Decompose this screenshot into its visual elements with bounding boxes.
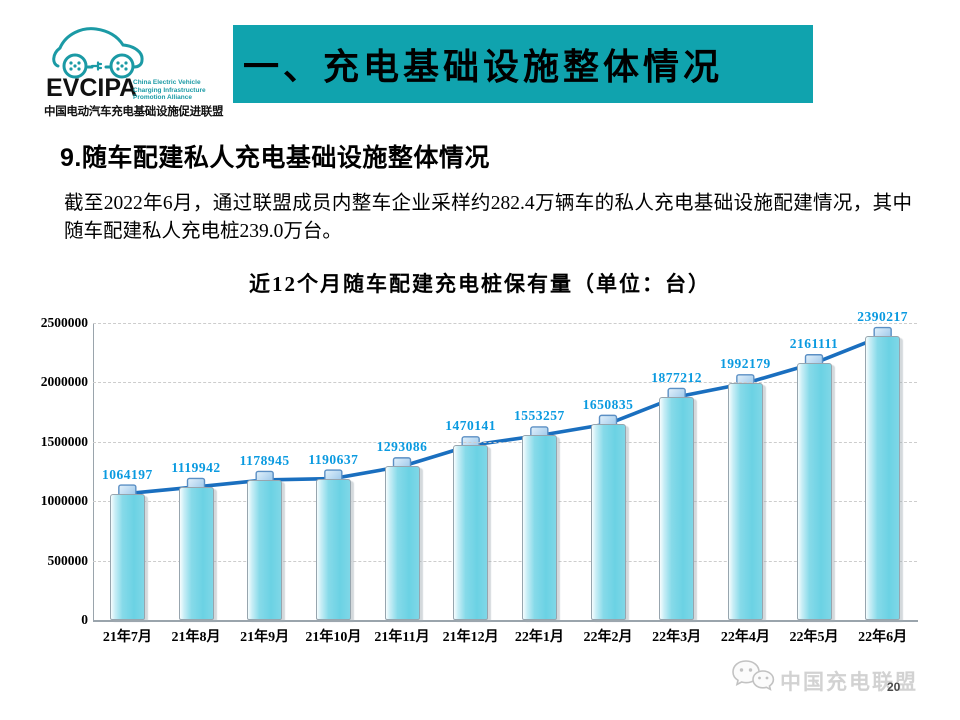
bar-21年12月 (453, 445, 489, 620)
x-axis-tick-label: 22年6月 (858, 630, 908, 645)
x-axis-tick-label: 22年3月 (652, 630, 702, 645)
bar-22年1月 (521, 435, 557, 620)
chart-plot-area (93, 323, 918, 622)
y-gridline (93, 501, 917, 503)
slide-heading: 9.随车配建私人充电基础设施整体情况 (60, 144, 490, 172)
logo-tagline: China Electric Vehicle Charging Infrastr… (133, 79, 206, 101)
x-axis-tick-label: 21年9月 (240, 630, 290, 645)
slide-body-text: 截至2022年6月，通过联盟成员内整车企业采样约282.4万辆车的私人充电基础设… (64, 193, 912, 242)
bar-22年6月 (865, 336, 901, 620)
x-axis-tick-label: 22年4月 (720, 630, 770, 645)
data-label: 1178945 (239, 452, 290, 468)
data-label: 1119942 (171, 459, 221, 475)
section-banner: 一、充电基础设施整体情况 (233, 25, 813, 103)
y-axis-tick-label: 1000000 (40, 493, 88, 509)
y-axis-tick-label: 500000 (47, 552, 89, 568)
x-axis-tick-label: 21年8月 (171, 630, 221, 645)
y-axis-tick-label: 1500000 (40, 433, 88, 449)
x-axis-tick-label: 21年7月 (102, 630, 152, 645)
y-axis-tick-label: 2000000 (40, 374, 88, 390)
data-label: 1992179 (719, 356, 771, 372)
data-label: 1877212 (651, 369, 703, 385)
data-label: 1553257 (513, 408, 565, 424)
y-axis-tick-label: 0 (81, 612, 88, 627)
data-label: 1470141 (445, 418, 497, 434)
x-axis-tick-label: 21年12月 (442, 630, 499, 645)
bar-21年7月 (109, 493, 145, 620)
bar-21年9月 (247, 479, 283, 620)
y-gridline (93, 560, 917, 562)
data-label: 1293086 (376, 439, 428, 455)
wechat-icon (732, 660, 775, 691)
x-axis-tick-label: 22年1月 (514, 630, 564, 645)
bar-21年10月 (315, 478, 351, 620)
logo-acronym: EVCIPA (46, 74, 138, 102)
bar-22年5月 (796, 363, 832, 620)
bar-22年2月 (590, 423, 626, 620)
y-gridline (93, 441, 917, 443)
bar-22年3月 (659, 396, 695, 620)
x-axis-tick-label: 22年2月 (583, 630, 633, 645)
chart-title: 近12个月随车配建充电桩保有量（单位：台） (249, 272, 711, 296)
y-gridline (93, 382, 917, 384)
logo-name-cn: 中国电动汽车充电基础设施促进联盟 (44, 106, 224, 118)
evcipa-logo: EVCIPA China Electric Vehicle Charging I… (44, 22, 234, 122)
data-label: 2161111 (789, 336, 839, 352)
x-axis-tick-label: 21年10月 (305, 630, 362, 645)
footer-watermark: 中国充电联盟 20 (730, 655, 955, 710)
y-axis-tick-label: 2500000 (40, 315, 88, 330)
data-label: 2390217 (857, 309, 909, 325)
page-number: 20 (887, 680, 901, 694)
bar-22年4月 (727, 383, 763, 620)
x-axis-tick-label: 21年11月 (374, 630, 430, 645)
banner-title: 一、充电基础设施整体情况 (243, 47, 724, 87)
watermark-text: 中国充电联盟 (780, 671, 918, 694)
data-label: 1190637 (308, 451, 359, 467)
x-axis-tick-label: 22年5月 (789, 630, 839, 645)
bar-21年8月 (178, 486, 214, 620)
data-label: 1064197 (101, 466, 153, 482)
data-label: 1650835 (582, 396, 634, 412)
ev-car-charging-icon (52, 27, 144, 79)
y-gridline (93, 323, 917, 324)
bar-line-chart: 0 500000 1000000 1500000 2000000 2500000 10641… (0, 305, 960, 660)
bar-21年11月 (384, 466, 420, 620)
